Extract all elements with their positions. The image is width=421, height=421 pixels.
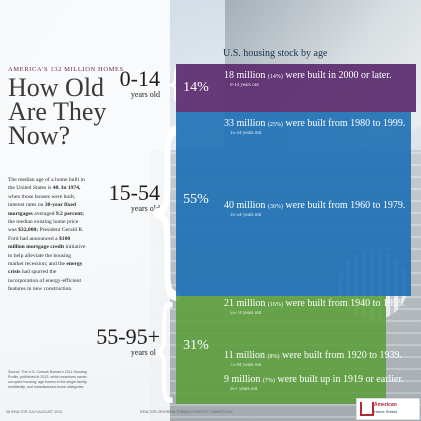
body-p7b: energy crisis [8, 261, 83, 276]
logo-line1: American [374, 402, 397, 408]
headline: How Old Are They Now? [8, 73, 107, 150]
band-55-95 [176, 296, 386, 404]
body-p4: the median existing home price was [8, 219, 79, 234]
body-p6: initiative to help alleviate the housing… [8, 244, 86, 268]
kicker: AMERICA'S 132 MILLION HOMES [8, 66, 124, 73]
age-range-0-14: 0-14 [119, 66, 160, 91]
percent-0-14: 14% [183, 80, 209, 95]
age-label-15-54: years old [130, 204, 160, 213]
age-label-55-95: years old [130, 348, 160, 357]
age-group-0-14: 0-14 years old [112, 66, 160, 100]
row-1940-1959: 21 million (16%) were built from 1940 to… [224, 298, 406, 316]
row-1960-1979: 40 million (30%) were built from 1960 to… [224, 200, 406, 218]
body-p4b: 9.2 percent; [55, 210, 85, 217]
age-group-55-95: 55-95+ years old [82, 324, 160, 358]
brace-55-95: { [150, 283, 178, 411]
photo-credit: REALTOR.ORG/REALTORMAG PHOTOS: THINKSTOC… [140, 410, 233, 414]
american-home-shield-logo: American Home Shield [356, 398, 420, 420]
row-1919-earlier: 9 million (7%) were built up in 1919 or … [224, 374, 404, 392]
body-p3: averaged [34, 210, 55, 217]
house-shield-icon [360, 402, 374, 416]
body-p7: had spurred the incorporation of energy-… [8, 269, 82, 293]
body-p2b: In 1974, [61, 185, 81, 192]
age-range-55-95: 55-95+ [96, 324, 160, 349]
body-p2: when those houses were built, interest r… [8, 193, 76, 209]
body-p3b: 30-year fixed mortgages [8, 202, 76, 217]
percent-15-54: 55% [183, 192, 209, 207]
band-0-14 [176, 64, 416, 112]
percent-55-95: 31% [183, 338, 209, 353]
body-p1: The median age of a home built in the Un… [8, 177, 85, 192]
age-group-15-54: 15-54 years old [82, 180, 160, 214]
body-p5: President Gerald R. Ford had announced a [8, 227, 84, 242]
body-text: The median age of a home built in the Un… [8, 176, 86, 294]
body-p6b: $100 million mortgage credit [8, 235, 71, 251]
row-2000-later: 18 million (14%) were built in 2000 or l… [224, 70, 392, 88]
folio: 26 REALTOR JULY/AUGUST 2015 [6, 410, 63, 414]
age-range-15-54: 15-54 [108, 180, 160, 205]
logo-line2: Home Shield [374, 409, 397, 414]
chart-title: U.S. housing stock by age [223, 48, 328, 59]
source-note: Source: The U.S. Census Bureau's 2011 Ho… [8, 370, 88, 389]
text-panel-backdrop [0, 0, 170, 421]
age-label-0-14: years old [130, 90, 160, 99]
row-1980-1999: 33 million (25%) were built from 1980 to… [224, 118, 406, 136]
body-p5b: $32,000; [18, 227, 39, 234]
body-p1b: 40. [52, 185, 60, 192]
band-15-54 [176, 112, 411, 296]
row-1920-1939: 11 million (8%) were built from 1920 to … [224, 350, 403, 368]
